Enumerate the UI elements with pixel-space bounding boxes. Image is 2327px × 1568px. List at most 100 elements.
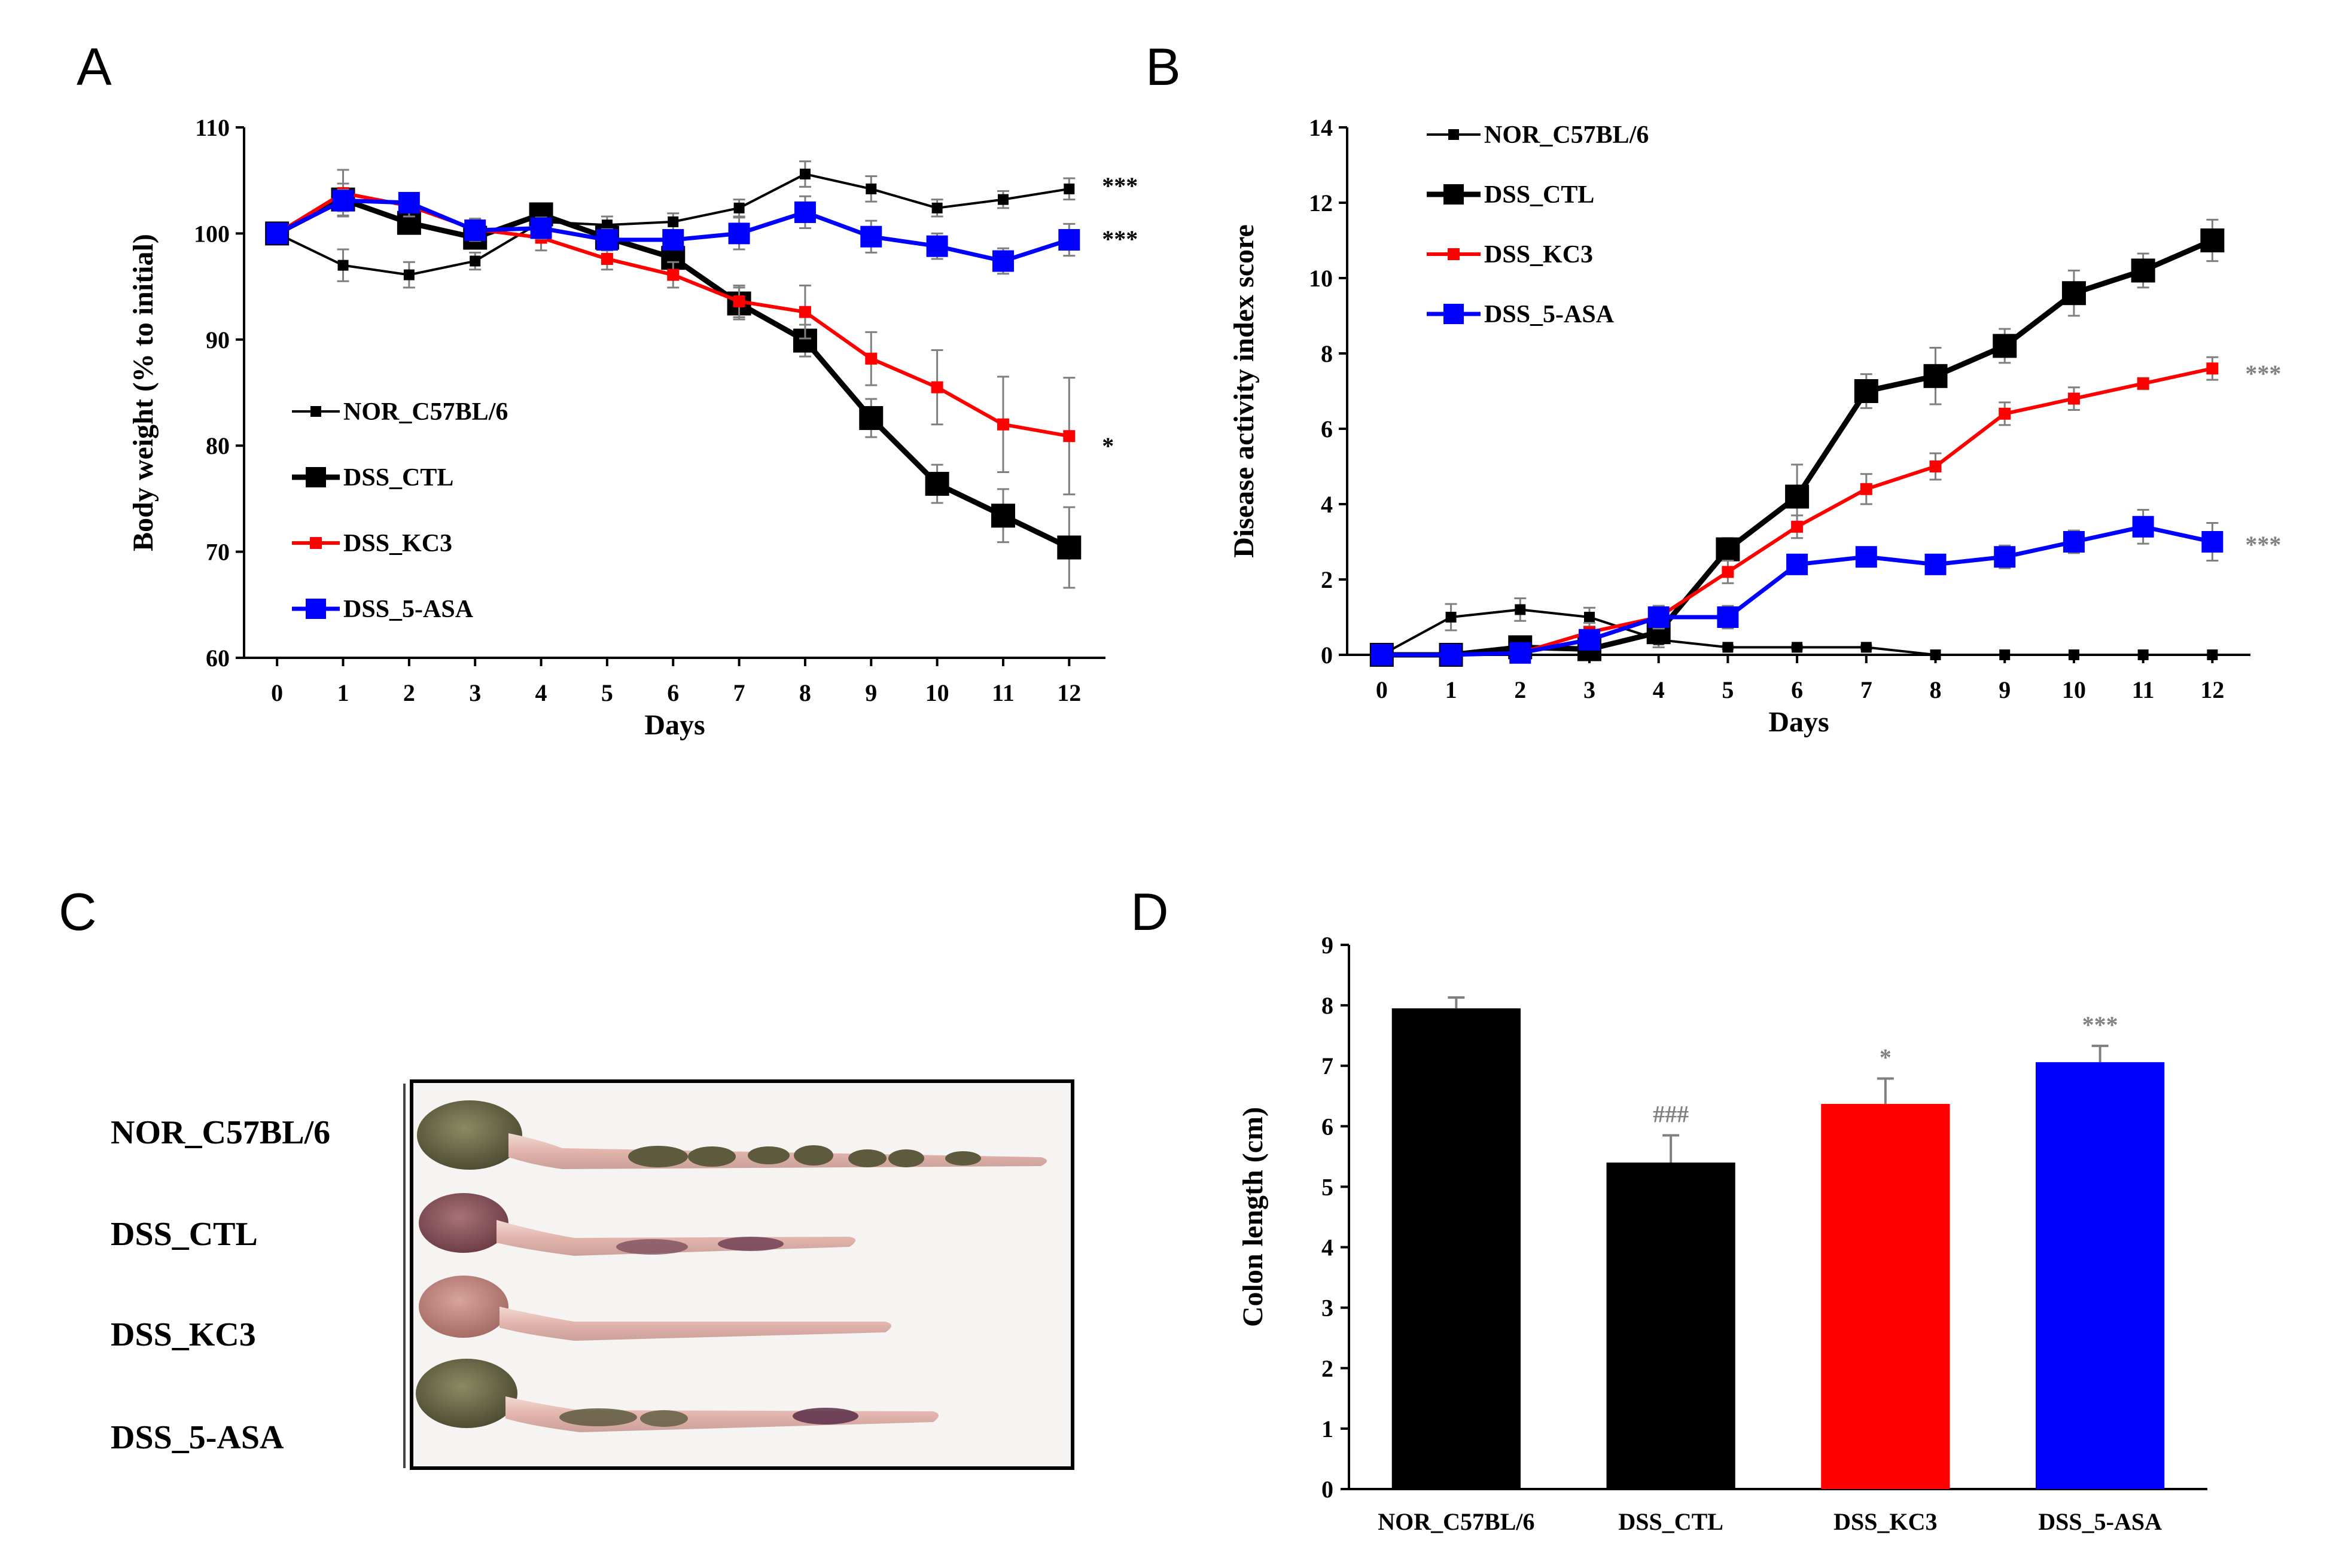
- chart-b-legend-label-kc3: DSS_KC3: [1484, 241, 1593, 269]
- chart-b-sig-kc3: ***: [2245, 360, 2281, 387]
- chart-b-point-nor: [2137, 649, 2149, 660]
- chart-d-sig-asa: ***: [2082, 1011, 2118, 1038]
- chart-b-legend-marker-kc3: [1448, 248, 1460, 260]
- chart-d-y-tick-label: 2: [1321, 1355, 1333, 1382]
- chart-a-point-kc3: [733, 295, 745, 307]
- chart-b-point-nor: [1583, 612, 1595, 623]
- chart-a-point-asa: [794, 201, 816, 223]
- chart-b-point-kc3: [1999, 407, 2011, 420]
- chart-d-bar-ctl: [1606, 1163, 1735, 1489]
- chart-a-x-tick-label: 0: [271, 679, 283, 706]
- chart-b-point-ctl: [1923, 364, 1948, 388]
- chart-b-point-kc3: [2137, 377, 2149, 390]
- chart-a-point-nor: [931, 202, 943, 213]
- chart-a-point-asa: [1058, 229, 1080, 251]
- chart-a-point-ctl: [1057, 535, 1082, 560]
- colon-nor-pellet: [848, 1149, 887, 1167]
- chart-b-legend-marker-ctl: [1443, 184, 1464, 205]
- chart-b-point-asa: [2201, 531, 2224, 553]
- chart-a-x-tick-label: 7: [733, 679, 745, 706]
- chart-b-point-kc3: [2206, 362, 2219, 375]
- colon-ctl: [419, 1193, 855, 1256]
- chart-b-point-asa: [1855, 546, 1877, 568]
- chart-a-point-nor: [337, 260, 349, 271]
- colon-nor-pellet: [888, 1149, 924, 1167]
- chart-b-x-tick-label: 8: [1930, 676, 1942, 703]
- colon-asa-pellet: [640, 1410, 688, 1427]
- chart-b-legend: NOR_C57BL/6 DSS_CTL DSS_KC3 DSS_5-ASA: [1427, 121, 1649, 328]
- chart-b-point-nor: [1792, 642, 1803, 653]
- chart-a-x-tick-label: 8: [799, 679, 811, 706]
- chart-a-point-asa: [662, 229, 684, 251]
- chart-a-x-tick-label: 1: [337, 679, 349, 706]
- chart-b-point-asa: [2132, 515, 2154, 538]
- chart-b-point-nor: [1515, 604, 1526, 615]
- chart-a-y-tick-label: 90: [206, 327, 230, 353]
- chart-b-series-asa: [1370, 508, 2224, 666]
- panel-letter-b: B: [1146, 37, 1181, 96]
- colon-asa: [416, 1359, 939, 1432]
- chart-a-x-tick-label: 6: [667, 679, 679, 706]
- chart-a-point-kc3: [865, 352, 878, 365]
- chart-b-x-tick-label: 2: [1514, 676, 1526, 703]
- chart-d-colon-length: 0 1 2 3 4 5 6 7 8 9 NOR_C57BL/6 DSS_CTL DSS_KC3 DSS_5…: [1237, 932, 2207, 1535]
- chart-b-point-kc3: [1791, 520, 1804, 533]
- colon-nor-pellet: [794, 1145, 833, 1166]
- chart-b-point-asa: [1994, 546, 2016, 568]
- chart-a-series-asa: [266, 189, 1080, 275]
- chart-a-point-asa: [860, 225, 882, 248]
- panel-letter-d: D: [1131, 882, 1169, 941]
- chart-a-point-asa: [596, 229, 618, 251]
- chart-a-y-label: Body weight (% to initial): [127, 234, 159, 551]
- colon-photo-panel: NOR_C57BL/6 DSS_CTL DSS_KC3 DSS_5-ASA: [111, 1079, 1074, 1470]
- chart-a-legend-marker-ctl: [306, 467, 326, 487]
- chart-a-point-asa: [464, 219, 486, 242]
- colon-ctl-cecum: [419, 1193, 508, 1253]
- colon-kc3-tube: [499, 1307, 891, 1341]
- chart-a-x-tick-label: 3: [469, 679, 481, 706]
- chart-b-point-kc3: [1860, 483, 1872, 495]
- chart-b-point-ctl: [1993, 334, 2017, 358]
- colon-ctl-dark-segment: [616, 1239, 688, 1255]
- chart-d-y-tick-label: 1: [1321, 1416, 1333, 1442]
- chart-d-bar-asa: [2036, 1062, 2165, 1489]
- chart-a-point-nor: [799, 169, 811, 180]
- chart-b-point-nor: [1722, 642, 1734, 653]
- colon-nor-pellet: [748, 1146, 790, 1164]
- chart-a-point-asa: [926, 235, 948, 257]
- chart-d-category-label-ctl: DSS_CTL: [1618, 1508, 1723, 1535]
- chart-a-point-ctl: [991, 504, 1015, 528]
- chart-a-point-kc3: [799, 306, 811, 318]
- chart-b-y-tick-label: 4: [1321, 491, 1333, 518]
- chart-b-point-nor: [2068, 649, 2079, 660]
- chart-b-x-tick-label: 7: [1860, 676, 1872, 703]
- chart-a-sig-kc3: *: [1102, 432, 1114, 459]
- chart-a-legend-label-asa: DSS_5-ASA: [343, 596, 474, 623]
- chart-b-point-kc3: [1722, 566, 1734, 578]
- chart-b-x-tick-label: 3: [1583, 676, 1595, 703]
- chart-b-legend-marker-asa: [1443, 304, 1464, 324]
- photo-label-kc3: DSS_KC3: [111, 1316, 256, 1353]
- chart-d-y-tick-label: 5: [1321, 1173, 1333, 1200]
- colon-nor: [417, 1100, 1047, 1170]
- chart-a-x-tick-label: 11: [992, 679, 1015, 706]
- chart-a-legend-marker-kc3: [310, 537, 322, 549]
- chart-d-y-tick-label: 3: [1321, 1295, 1333, 1322]
- chart-a-sig-asa: ***: [1102, 225, 1138, 252]
- chart-d-y-tick-label: 6: [1321, 1113, 1333, 1140]
- chart-a-legend-marker-asa: [306, 599, 326, 619]
- chart-b-point-ctl: [1716, 537, 1740, 562]
- chart-b-x-tick-label: 9: [1999, 676, 2011, 703]
- chart-b-y-label: Disease activity index score: [1228, 224, 1260, 558]
- chart-a-x-tick-label: 10: [925, 679, 949, 706]
- chart-a-point-asa: [530, 217, 552, 239]
- chart-a-y-tick-label: 80: [206, 432, 230, 459]
- chart-b-point-ctl: [2200, 228, 2225, 252]
- chart-d-category-label-nor: NOR_C57BL/6: [1378, 1508, 1534, 1535]
- chart-a-point-nor: [668, 216, 679, 227]
- chart-b-point-ctl: [1854, 379, 1878, 403]
- colon-nor-pellet: [945, 1151, 981, 1166]
- chart-b-y-tick-label: 2: [1321, 566, 1333, 593]
- chart-a-legend-marker-nor: [310, 406, 321, 417]
